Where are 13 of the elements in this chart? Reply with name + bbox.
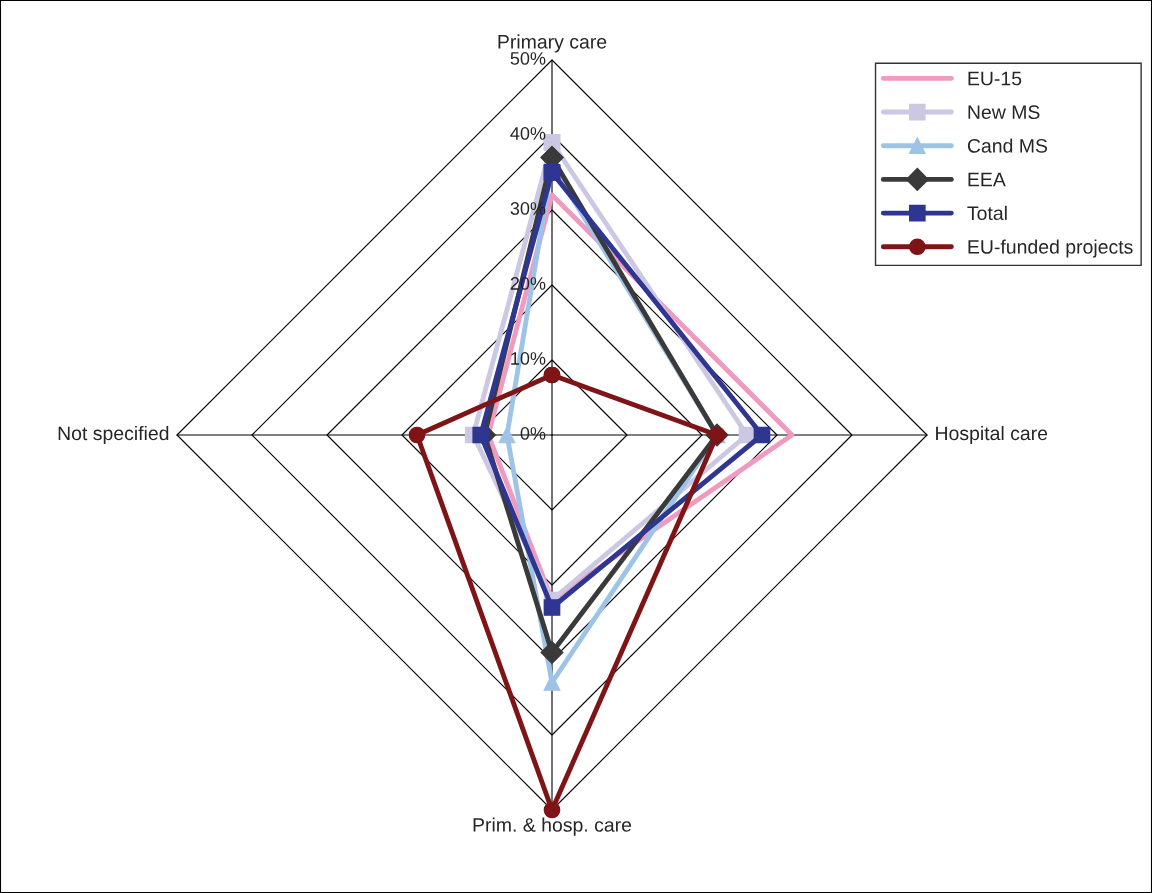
- y-tick-label: 40%: [510, 127, 546, 140]
- legend-label: New MS: [968, 105, 1040, 120]
- legend-label: Cand MS: [967, 138, 1048, 153]
- spoke-label: Primary care: [498, 34, 607, 53]
- legend-label: EU-15: [968, 71, 1022, 86]
- legend-label: EU-funded projects: [968, 239, 1133, 258]
- y-tick-label: 50%: [510, 52, 546, 65]
- spoke-label: Hospital care: [936, 425, 1048, 445]
- y-tick-label: 10%: [511, 352, 546, 365]
- legend-label: EEA: [968, 172, 1006, 187]
- spoke-label: Not specified: [58, 425, 169, 445]
- legend-label: Total: [967, 205, 1007, 221]
- spoke-label: Prim. & hosp. care: [473, 817, 632, 836]
